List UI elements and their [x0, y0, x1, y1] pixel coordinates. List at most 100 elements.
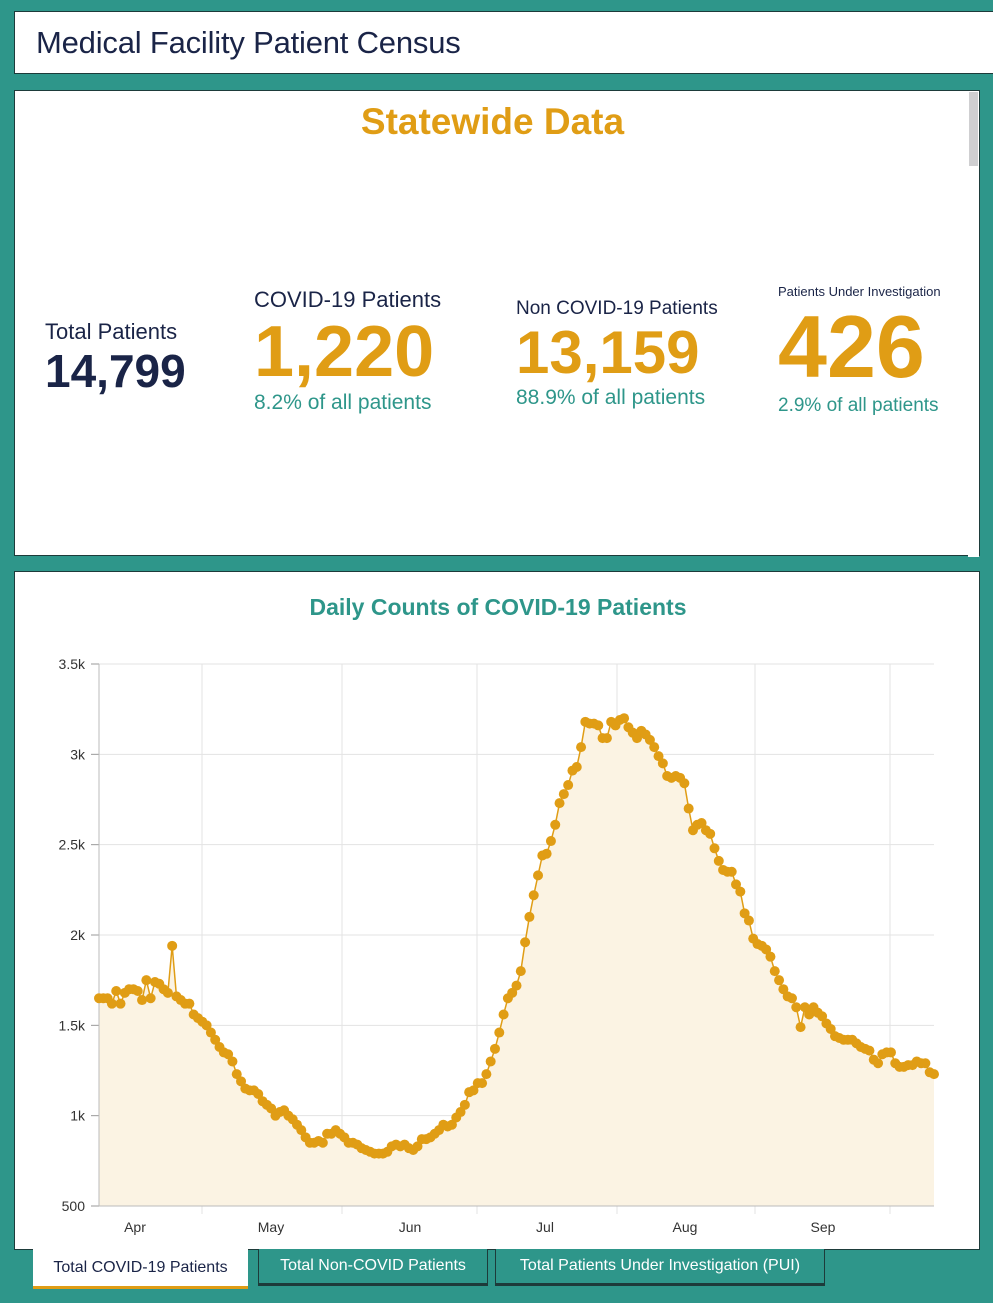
data-point [885, 1047, 896, 1058]
data-point [778, 984, 789, 995]
data-point [205, 1027, 216, 1038]
chart-title: Daily Counts of COVID-19 Patients [309, 594, 687, 620]
stat-value: 13,159 [516, 319, 700, 386]
data-point [210, 1034, 221, 1045]
data-point [619, 713, 630, 724]
data-point [817, 1011, 828, 1022]
data-point [864, 1045, 875, 1056]
tab-total-pui[interactable]: Total Patients Under Investigation (PUI) [495, 1249, 825, 1286]
x-tick-label: Aug [673, 1219, 698, 1235]
data-point [137, 995, 148, 1006]
data-point [713, 855, 724, 866]
data-point [743, 915, 754, 926]
y-tick-label: 1.5k [59, 1017, 86, 1033]
stat-value: 14,799 [45, 345, 186, 397]
data-point [774, 975, 785, 986]
data-point [231, 1069, 242, 1080]
data-point [132, 986, 143, 997]
data-point [223, 1049, 234, 1060]
data-point [550, 819, 561, 830]
data-point [649, 742, 660, 753]
data-point [477, 1078, 488, 1089]
data-point [571, 761, 582, 772]
x-tick-label: Apr [124, 1219, 146, 1235]
data-point [726, 866, 737, 877]
data-point [528, 890, 539, 901]
y-tick-label: 3k [70, 746, 86, 762]
stat-pui-patients: Patients Under Investigation 426 2.9% of… [778, 284, 941, 417]
data-point [791, 1002, 802, 1013]
data-point [236, 1076, 247, 1087]
y-tick-label: 2.5k [59, 837, 86, 853]
data-point [106, 998, 117, 1009]
data-point [266, 1103, 277, 1114]
stat-percent: 88.9% of all patients [516, 386, 706, 409]
stat-label: COVID-19 Patients [254, 287, 442, 312]
stat-covid-patients: COVID-19 Patients 1,220 8.2% of all pati… [254, 287, 441, 415]
data-point [162, 987, 173, 998]
tab-total-non-covid[interactable]: Total Non-COVID Patients [258, 1249, 488, 1286]
data-point [468, 1085, 479, 1096]
x-tick-label: May [258, 1219, 284, 1235]
data-point [459, 1099, 470, 1110]
chart-panel: Daily Counts of COVID-19 Patients 500 1k 1… [14, 571, 980, 1250]
x-tick-label: Jul [536, 1219, 554, 1235]
data-point [563, 780, 574, 791]
stat-label: Total Patients [45, 319, 178, 344]
data-point [227, 1056, 238, 1067]
data-point [507, 987, 518, 998]
data-point [679, 778, 690, 789]
data-point [825, 1023, 836, 1034]
data-point [455, 1107, 466, 1118]
data-point [317, 1137, 328, 1148]
data-point [804, 1009, 815, 1020]
y-tick-label: 500 [62, 1198, 86, 1214]
data-point [593, 720, 604, 731]
statewide-stats-panel: Statewide Data Total Patients 14,799 COV… [14, 90, 980, 557]
data-point [184, 998, 195, 1009]
data-point [735, 886, 746, 897]
data-point [524, 911, 535, 922]
data-point [558, 789, 569, 800]
data-point [481, 1069, 492, 1080]
data-point [644, 734, 655, 745]
data-point [515, 966, 526, 977]
data-point [494, 1027, 505, 1038]
data-point [705, 828, 716, 839]
scroll-thumb[interactable] [969, 92, 978, 166]
data-point [111, 986, 122, 997]
data-point [446, 1119, 457, 1130]
data-point [799, 1002, 810, 1013]
stat-value: 426 [778, 297, 925, 396]
data-point [683, 803, 694, 814]
tab-total-covid[interactable]: Total COVID-19 Patients [33, 1249, 248, 1289]
stat-percent: 2.9% of all patients [778, 395, 939, 416]
y-tick-label: 3.5k [59, 656, 86, 672]
stat-non-covid-patients: Non COVID-19 Patients 13,159 88.9% of al… [516, 298, 718, 410]
data-point [761, 944, 772, 955]
data-point [489, 1043, 500, 1054]
data-point [576, 742, 587, 753]
data-point [520, 937, 531, 948]
data-point [511, 980, 522, 991]
data-point [731, 879, 742, 890]
stat-percent: 8.2% of all patients [254, 391, 432, 414]
stats-heading: Statewide Data [360, 101, 625, 142]
data-point [696, 817, 707, 828]
page-title: Medical Facility Patient Census [36, 24, 461, 60]
data-point [920, 1058, 931, 1069]
y-tick-label: 2k [70, 927, 86, 943]
x-tick-label: Jun [399, 1219, 422, 1235]
data-point [657, 758, 668, 769]
data-point [412, 1141, 423, 1152]
data-point [253, 1088, 264, 1099]
data-point [201, 1020, 212, 1031]
scrollbar[interactable] [968, 91, 979, 557]
y-tick-label: 1k [70, 1108, 86, 1124]
data-point [795, 1022, 806, 1033]
data-point [167, 940, 178, 951]
data-point [601, 733, 612, 744]
data-point [533, 870, 544, 881]
data-point [929, 1069, 939, 1080]
data-point [141, 975, 152, 986]
